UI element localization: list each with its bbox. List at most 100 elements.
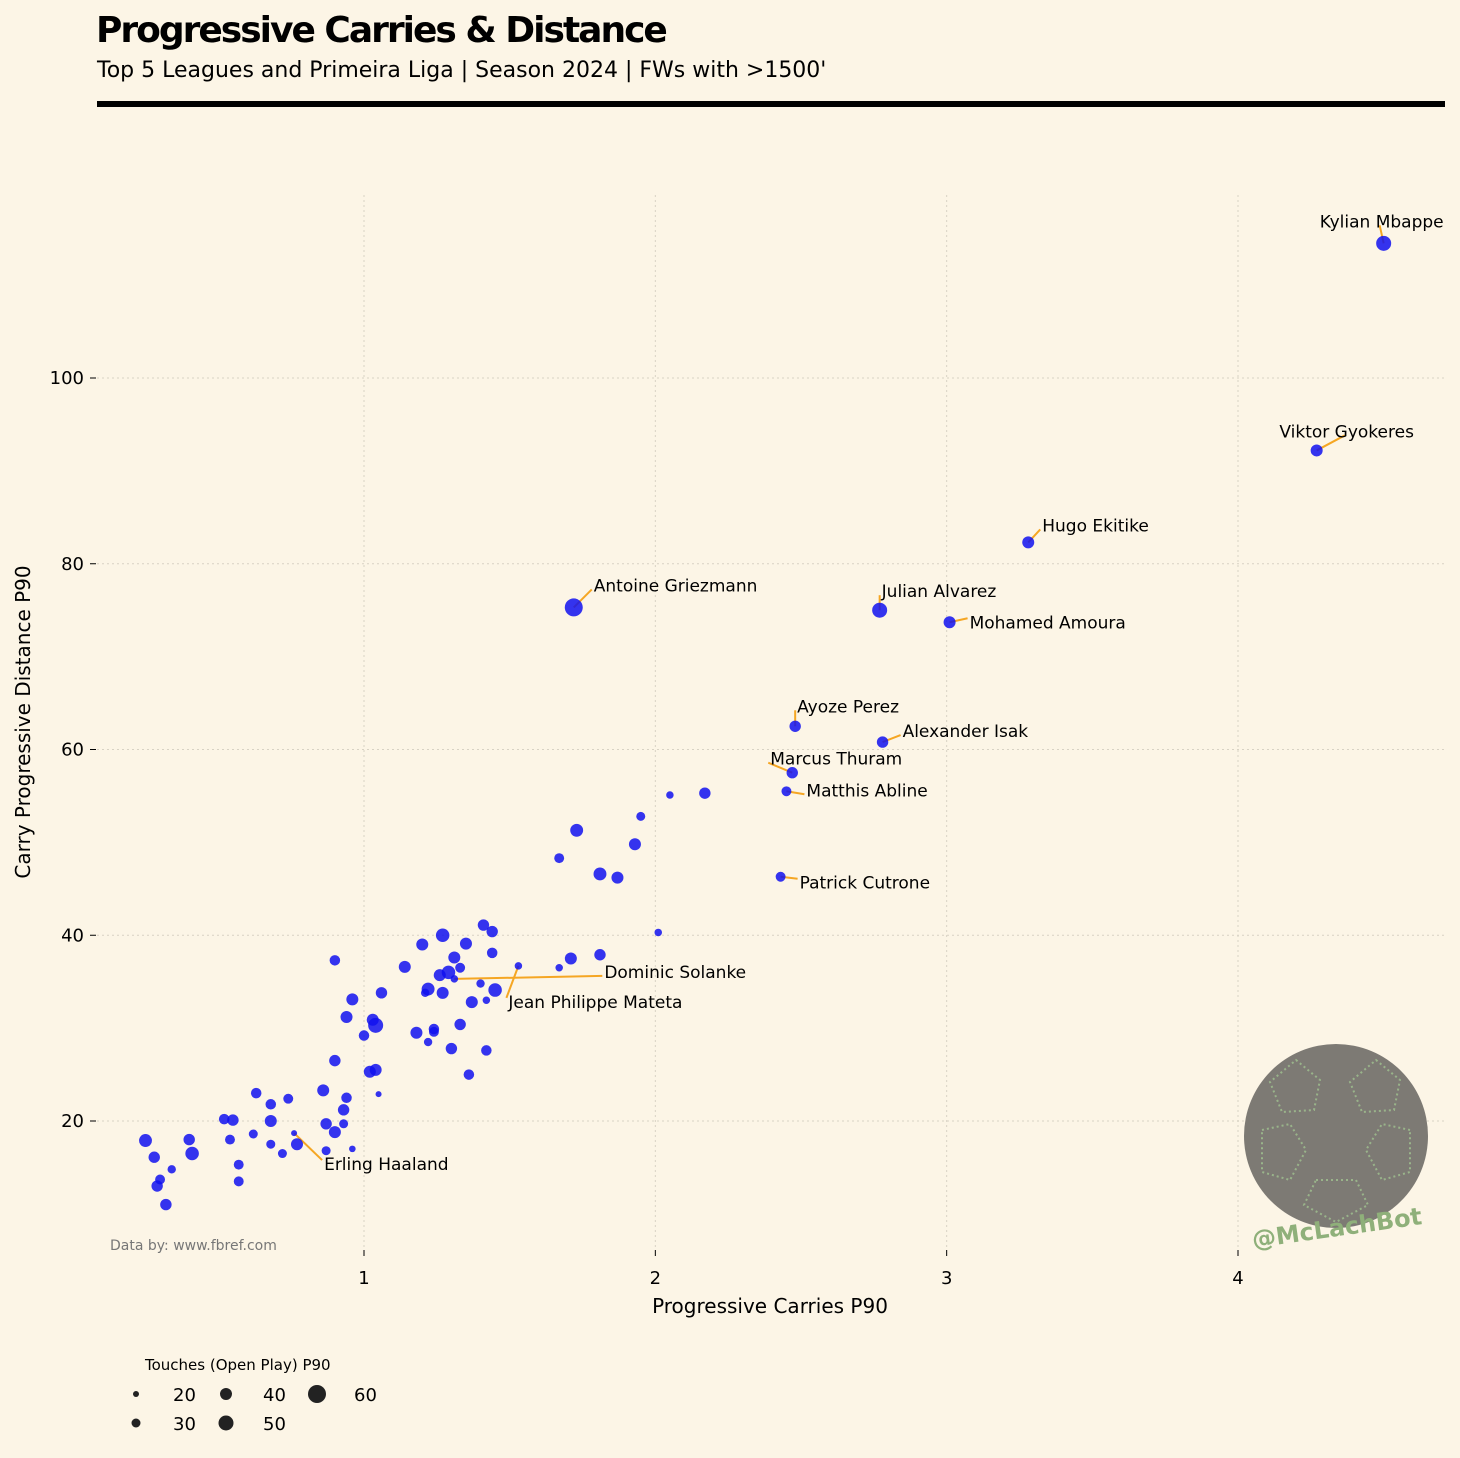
data-point (349, 1145, 356, 1153)
labeled-data-point (1022, 536, 1035, 549)
labeled-data-point (781, 786, 792, 797)
labeled-data-point (876, 736, 889, 748)
axes: 1 2 3 4 20 40 60 80 100 (50, 368, 1244, 1289)
labeled-data-point (291, 1130, 298, 1137)
x-tick-label: 3 (941, 1268, 952, 1289)
data-point (420, 988, 430, 998)
data-point (554, 853, 565, 864)
point-label: Marcus Thuram (770, 750, 902, 770)
data-point (250, 1087, 262, 1099)
size-legend-label: 50 (263, 1414, 286, 1435)
data-point (248, 1129, 258, 1139)
data-point (320, 1118, 332, 1130)
point-label: Viktor Gyokeres (1279, 422, 1414, 442)
data-point (477, 919, 490, 931)
data-point (654, 928, 662, 937)
size-legend-marker (220, 1388, 232, 1400)
labeled-data-point (789, 720, 801, 732)
data-point (445, 1042, 458, 1055)
labeled-data-point (1376, 235, 1392, 251)
data-point (476, 979, 485, 988)
x-axis-label: Progressive Carries P90 (652, 1294, 888, 1318)
data-point (225, 1134, 235, 1145)
data-point (148, 1151, 160, 1163)
data-point (636, 811, 646, 821)
data-point (555, 964, 563, 972)
data-point (340, 1010, 353, 1023)
data-point (139, 1134, 152, 1147)
point-label: Patrick Cutrone (800, 874, 930, 894)
point-labels: Kylian Mbappe Viktor Gyokeres Hugo Ekitike… (324, 212, 1444, 1175)
labeled-data-point (872, 602, 888, 618)
y-axis-label: Carry Progressive Distance P90 (11, 565, 35, 878)
data-point (611, 871, 624, 884)
chart-title: Progressive Carries & Distance (96, 10, 668, 51)
data-point (465, 996, 478, 1009)
data-point (266, 1139, 276, 1149)
data-point (290, 1138, 303, 1151)
point-label: Mohamed Amoura (970, 613, 1126, 633)
data-point (428, 1026, 439, 1037)
data-point (167, 1165, 176, 1174)
y-tick-label: 40 (61, 925, 84, 946)
annotation-line (505, 965, 520, 999)
data-point (329, 1054, 341, 1067)
data-point (375, 987, 388, 999)
point-label: Ayoze Perez (797, 697, 899, 717)
data-point (183, 1133, 195, 1146)
point-label: Julian Alvarez (881, 582, 997, 602)
data-point (151, 1180, 163, 1192)
size-legend-marker (133, 1391, 139, 1397)
data-point (455, 962, 466, 973)
size-legend-label: 60 (354, 1385, 377, 1406)
data-point (463, 1069, 475, 1080)
size-legend-title: Touches (Open Play) P90 (144, 1356, 331, 1374)
annotation-line (454, 974, 603, 980)
x-tick-label: 1 (358, 1268, 369, 1289)
data-point (454, 1018, 466, 1031)
labeled-data-point (786, 767, 798, 779)
data-point (363, 1065, 376, 1078)
point-label: Jean Philippe Mateta (507, 993, 682, 1013)
size-legend-label: 20 (173, 1385, 196, 1406)
title-divider (97, 101, 1445, 107)
data-point (277, 1149, 287, 1159)
data-point (435, 928, 450, 942)
data-point (160, 1198, 172, 1211)
data-point (486, 947, 498, 959)
data-point (423, 1037, 433, 1047)
data-point (564, 952, 577, 965)
data-point (594, 949, 606, 961)
data-point (459, 937, 472, 950)
data-point (233, 1176, 244, 1187)
labeled-data-point (564, 598, 583, 617)
annotation-line (293, 1132, 323, 1161)
size-legend-marker (218, 1415, 234, 1431)
size-legend-label: 40 (263, 1385, 286, 1406)
data-point (368, 1017, 384, 1033)
y-tick-label: 60 (61, 740, 84, 761)
labeled-data-point (450, 975, 459, 983)
size-legend-label: 30 (173, 1414, 196, 1435)
data-point (570, 823, 584, 837)
labeled-data-point (775, 871, 786, 882)
data-point (227, 1114, 239, 1126)
labeled-data-point (943, 616, 956, 629)
data-point (264, 1115, 277, 1127)
point-label: Kylian Mbappe (1320, 212, 1444, 232)
data-point (482, 996, 491, 1005)
mclachbot-logo: @McLachBot (1244, 1044, 1428, 1254)
point-label: Hugo Ekitike (1042, 516, 1149, 536)
labeled-data-point (514, 962, 523, 970)
size-legend-marker (131, 1418, 141, 1428)
grid (97, 195, 1445, 1250)
data-point (328, 1126, 341, 1139)
point-label: Matthis Abline (806, 781, 927, 801)
data-point (448, 951, 461, 964)
y-tick-label: 80 (61, 554, 84, 575)
data-point (699, 787, 711, 799)
data-point (398, 960, 411, 973)
chart-subtitle: Top 5 Leagues and Primeira Liga | Season… (97, 58, 827, 83)
data-point (628, 838, 641, 851)
